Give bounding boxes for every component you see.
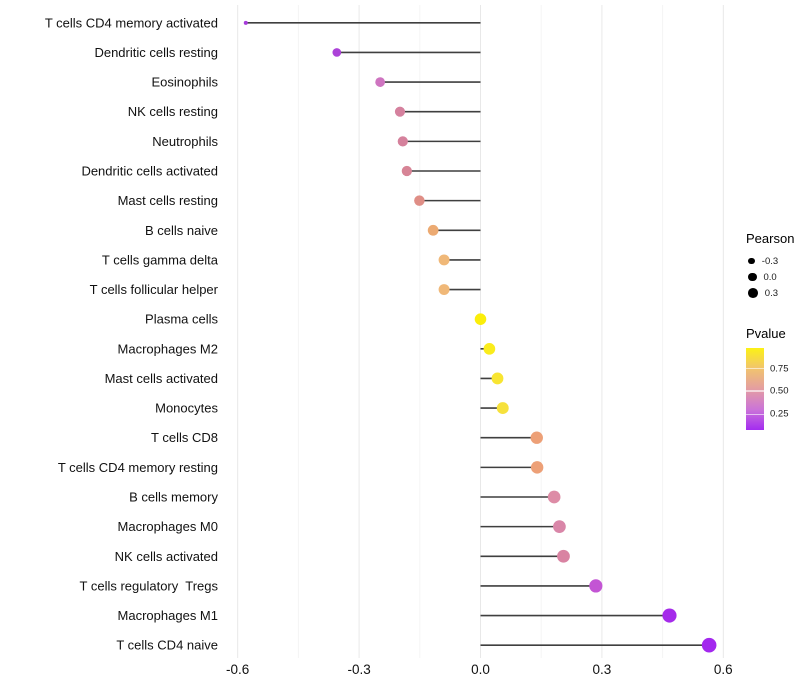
legend-size-item: 0.0 (746, 269, 800, 285)
row-label: Mast cells activated (105, 371, 218, 386)
x-tick-label: 0.0 (471, 662, 490, 677)
legend-size-label: -0.3 (761, 255, 779, 267)
colorbar-tick-label: 0.50 (770, 385, 789, 397)
row-label: T cells CD4 naive (116, 638, 218, 653)
row-label: T cells CD8 (151, 430, 218, 445)
lollipop-dot (530, 461, 544, 474)
x-tick-label: 0.6 (714, 662, 733, 677)
lollipop-dot (474, 313, 487, 325)
lollipop-dot (701, 637, 717, 653)
lollipop-dot (557, 549, 570, 563)
lollipop-dot (547, 490, 561, 504)
lollipop-dot (438, 254, 450, 266)
legend: Pearson -0.3 0.0 0.3 Pvalue 0.75 0.50 0.25 (746, 232, 800, 430)
lollipop-dot (530, 431, 543, 444)
x-tick-label: 0.3 (593, 662, 612, 677)
colorbar-tick-label: 0.75 (770, 363, 789, 374)
row-label: Neutrophils (152, 134, 218, 149)
legend-pearson-items: -0.3 0.0 0.3 (746, 253, 800, 301)
colorbar-tick-label: 0.25 (770, 408, 789, 420)
lollipop-dot (243, 20, 248, 25)
legend-size-dot-icon (748, 272, 757, 282)
pvalue-colorbar (746, 348, 764, 430)
lollipop-dot (438, 284, 450, 296)
legend-pvalue: Pvalue 0.75 0.50 0.25 (746, 327, 800, 430)
row-label: Plasma cells (145, 312, 218, 327)
lollipop-dot (483, 342, 496, 355)
lollipop-dot (397, 136, 408, 147)
row-label: Dendritic cells activated (81, 164, 218, 179)
colorbar-tick (746, 390, 764, 392)
row-label: Eosinophils (152, 75, 219, 90)
row-label: T cells gamma delta (102, 252, 219, 267)
row-label: Macrophages M1 (118, 608, 218, 623)
row-label: T cells follicular helper (90, 282, 219, 297)
legend-size-item: 0.3 (746, 285, 800, 301)
x-tick-label: -0.3 (347, 662, 370, 677)
lollipop-dot (332, 48, 342, 57)
row-label: NK cells resting (128, 104, 218, 119)
row-label: Mast cells resting (118, 193, 218, 208)
legend-size-label: 0.0 (763, 271, 777, 283)
row-label: T cells CD4 memory resting (58, 460, 218, 475)
lollipop-dot (427, 224, 439, 236)
legend-pearson-title: Pearson (746, 231, 795, 246)
lollipop-dot (496, 402, 509, 415)
legend-size-item: -0.3 (746, 253, 800, 269)
lollipop-dot (589, 579, 603, 593)
lollipop-dot (394, 106, 406, 117)
legend-size-dot-icon (748, 288, 758, 298)
row-label: T cells regulatory Tregs (80, 578, 219, 593)
row-label: Macrophages M0 (118, 519, 218, 534)
x-tick-label: -0.6 (226, 662, 249, 677)
legend-pearson: Pearson -0.3 0.0 0.3 (746, 232, 800, 301)
legend-size-label: 0.3 (764, 287, 779, 299)
lollipop-dot (414, 195, 425, 206)
row-label: Dendritic cells resting (94, 45, 218, 60)
lollipop-dot (662, 608, 677, 623)
row-label: B cells naive (145, 223, 218, 238)
legend-size-dot-icon (748, 257, 755, 265)
lollipop-dot (553, 520, 566, 533)
lollipop-dot (491, 372, 504, 385)
legend-pvalue-title: Pvalue (746, 326, 786, 341)
lollipop-dot (375, 77, 385, 87)
pvalue-colorbar-wrap: 0.75 0.50 0.25 (746, 348, 800, 430)
row-label: B cells memory (129, 490, 218, 505)
row-label: Monocytes (155, 401, 218, 416)
row-label: NK cells activated (115, 549, 218, 564)
lollipop-dot (401, 165, 412, 177)
row-label: Macrophages M2 (118, 341, 218, 356)
colorbar-tick (746, 367, 764, 370)
colorbar-tick (746, 413, 764, 416)
row-label: T cells CD4 memory activated (45, 15, 218, 30)
